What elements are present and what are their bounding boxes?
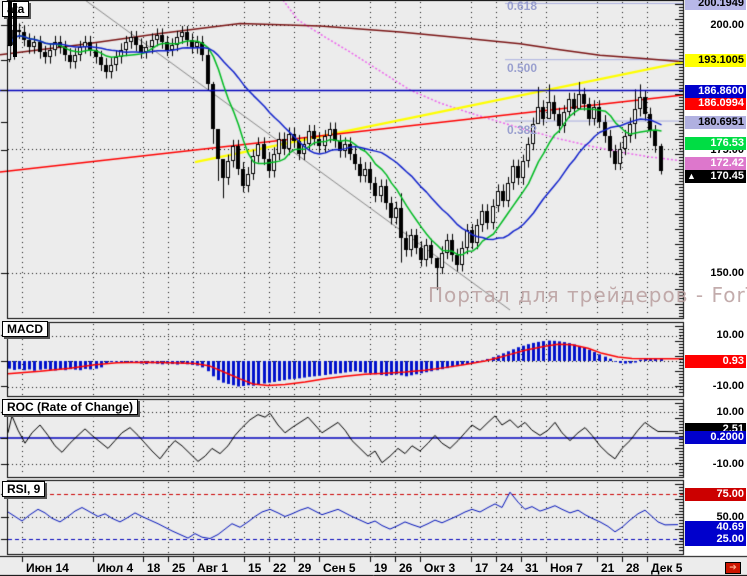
- price-label: 186.0994: [685, 96, 746, 110]
- scroll-right-icon: ➔: [729, 563, 737, 573]
- candlestick-overlay: [8, 1, 12, 46]
- price-label: 75.00: [685, 487, 746, 501]
- roc-panel-title: ROC (Rate of Change): [2, 399, 138, 415]
- scroll-right-button[interactable]: ➔: [725, 562, 741, 574]
- price-label: 200.1949: [685, 0, 746, 10]
- price-label: 10.00: [716, 406, 744, 418]
- price-label: 150.00: [710, 267, 744, 279]
- price-label: ▲ 170.45: [685, 169, 746, 183]
- price-label: 0.93: [685, 354, 746, 368]
- candlestick-overlay: [13, 3, 17, 57]
- last-price-marker-icon: ▲: [687, 171, 696, 181]
- roc-panel-title-label: ROC (Rate of Change): [7, 400, 133, 414]
- date-label: 18: [147, 561, 161, 575]
- date-label: 25: [172, 561, 186, 575]
- price-label: -10.00: [712, 458, 744, 470]
- price-label: 0.2000: [685, 430, 746, 444]
- price-label: 50.00: [716, 511, 744, 523]
- price-label: 180.6951: [685, 115, 746, 129]
- date-label: Июн 14: [26, 561, 69, 575]
- price-label: 10.00: [716, 329, 744, 341]
- date-label: Сен 5: [323, 561, 356, 575]
- date-label: 31: [525, 561, 539, 575]
- date-label: Июл 4: [97, 561, 134, 575]
- price-label: 193.1005: [685, 53, 746, 67]
- price-label: -10.00: [712, 380, 744, 392]
- rsi-panel-title: RSI, 9: [2, 481, 46, 497]
- date-label: Ноя 7: [550, 561, 583, 575]
- date-label: 26: [399, 561, 413, 575]
- price-label: 186.8600: [685, 84, 746, 98]
- price-label: 200.00: [710, 19, 744, 31]
- fib-ratio-label: 0.618: [507, 0, 538, 13]
- date-label: 15: [248, 561, 262, 575]
- date-label: 22: [273, 561, 287, 575]
- date-label: Дек 5: [651, 561, 683, 575]
- price-label: 172.42: [685, 156, 746, 170]
- date-label: 24: [500, 561, 514, 575]
- date-label: 17: [475, 561, 489, 575]
- price-label: 176.53: [685, 136, 746, 150]
- date-label: 28: [626, 561, 640, 575]
- fib-ratio-label: 0.500: [507, 61, 538, 75]
- date-label: 21: [601, 561, 615, 575]
- price-label: 40.69: [685, 520, 746, 534]
- watermark: Портал для трейдеров - ForTrader.ru: [428, 283, 747, 307]
- date-label: Авг 1: [197, 561, 229, 575]
- price-label: 25.00: [685, 532, 746, 546]
- rsi-panel-title-label: RSI, 9: [7, 482, 41, 496]
- fib-ratio-label: 0.382: [507, 123, 538, 137]
- macd-panel-title: MACD: [2, 321, 48, 337]
- date-label: 19: [374, 561, 388, 575]
- macd-panel-title-label: MACD: [7, 322, 43, 336]
- date-label: Окт 3: [424, 561, 456, 575]
- date-label: 29: [298, 561, 312, 575]
